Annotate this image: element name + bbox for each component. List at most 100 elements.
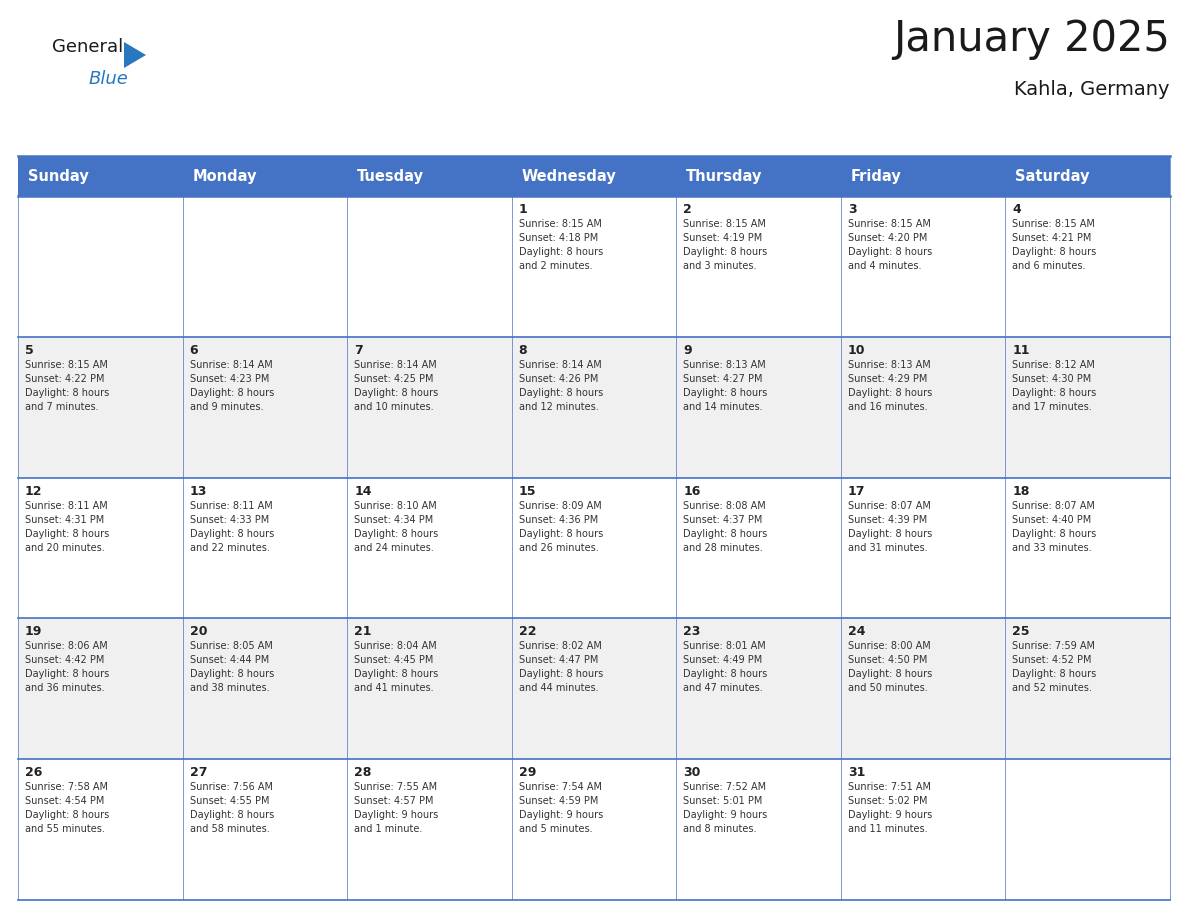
Text: January 2025: January 2025 [893,18,1170,60]
Text: 9: 9 [683,344,691,357]
Text: 11: 11 [1012,344,1030,357]
Bar [183,337,347,477]
Text: Sunrise: 8:07 AM
Sunset: 4:39 PM
Daylight: 8 hours
and 31 minutes.: Sunrise: 8:07 AM Sunset: 4:39 PM Dayligh… [848,500,933,553]
Bar [512,619,676,759]
Bar [347,477,512,619]
Bar [347,337,512,477]
Text: Sunrise: 8:15 AM
Sunset: 4:19 PM
Daylight: 8 hours
and 3 minutes.: Sunrise: 8:15 AM Sunset: 4:19 PM Dayligh… [683,219,767,271]
Bar [841,196,1005,337]
Text: Sunrise: 8:15 AM
Sunset: 4:18 PM
Daylight: 8 hours
and 2 minutes.: Sunrise: 8:15 AM Sunset: 4:18 PM Dayligh… [519,219,604,271]
Bar [1005,156,1170,196]
Polygon shape [124,42,146,68]
Bar [18,337,183,477]
Bar [347,156,512,196]
Text: 12: 12 [25,485,43,498]
Bar [841,759,1005,900]
Text: 20: 20 [190,625,207,638]
Text: Sunrise: 8:15 AM
Sunset: 4:21 PM
Daylight: 8 hours
and 6 minutes.: Sunrise: 8:15 AM Sunset: 4:21 PM Dayligh… [1012,219,1097,271]
Text: Sunrise: 8:07 AM
Sunset: 4:40 PM
Daylight: 8 hours
and 33 minutes.: Sunrise: 8:07 AM Sunset: 4:40 PM Dayligh… [1012,500,1097,553]
Text: Sunrise: 8:06 AM
Sunset: 4:42 PM
Daylight: 8 hours
and 36 minutes.: Sunrise: 8:06 AM Sunset: 4:42 PM Dayligh… [25,642,109,693]
Bar [18,759,183,900]
Text: Sunrise: 7:55 AM
Sunset: 4:57 PM
Daylight: 9 hours
and 1 minute.: Sunrise: 7:55 AM Sunset: 4:57 PM Dayligh… [354,782,438,834]
Text: Saturday: Saturday [1016,169,1089,184]
Bar [676,196,841,337]
Bar [1005,337,1170,477]
Text: 14: 14 [354,485,372,498]
Bar [676,156,841,196]
Text: 22: 22 [519,625,536,638]
Bar [841,337,1005,477]
Text: 4: 4 [1012,203,1022,216]
Text: 3: 3 [848,203,857,216]
Bar [183,619,347,759]
Text: 24: 24 [848,625,865,638]
Bar [676,619,841,759]
Text: Sunrise: 8:12 AM
Sunset: 4:30 PM
Daylight: 8 hours
and 17 minutes.: Sunrise: 8:12 AM Sunset: 4:30 PM Dayligh… [1012,360,1097,412]
Text: Monday: Monday [192,169,257,184]
Text: 6: 6 [190,344,198,357]
Bar [183,196,347,337]
Text: Sunrise: 8:05 AM
Sunset: 4:44 PM
Daylight: 8 hours
and 38 minutes.: Sunrise: 8:05 AM Sunset: 4:44 PM Dayligh… [190,642,273,693]
Text: Friday: Friday [851,169,902,184]
Bar [676,337,841,477]
Bar [183,759,347,900]
Text: Sunday: Sunday [27,169,89,184]
Text: 26: 26 [25,767,43,779]
Text: 30: 30 [683,767,701,779]
Text: Sunrise: 7:52 AM
Sunset: 5:01 PM
Daylight: 9 hours
and 8 minutes.: Sunrise: 7:52 AM Sunset: 5:01 PM Dayligh… [683,782,767,834]
Text: 5: 5 [25,344,33,357]
Text: Sunrise: 8:14 AM
Sunset: 4:23 PM
Daylight: 8 hours
and 9 minutes.: Sunrise: 8:14 AM Sunset: 4:23 PM Dayligh… [190,360,273,412]
Bar [1005,619,1170,759]
Bar [18,156,183,196]
Text: Sunrise: 8:01 AM
Sunset: 4:49 PM
Daylight: 8 hours
and 47 minutes.: Sunrise: 8:01 AM Sunset: 4:49 PM Dayligh… [683,642,767,693]
Bar [512,477,676,619]
Text: Sunrise: 7:54 AM
Sunset: 4:59 PM
Daylight: 9 hours
and 5 minutes.: Sunrise: 7:54 AM Sunset: 4:59 PM Dayligh… [519,782,604,834]
Text: 1: 1 [519,203,527,216]
Bar [1005,759,1170,900]
Text: 8: 8 [519,344,527,357]
Text: Tuesday: Tuesday [358,169,424,184]
Text: 2: 2 [683,203,693,216]
Text: 29: 29 [519,767,536,779]
Text: Kahla, Germany: Kahla, Germany [1015,80,1170,99]
Text: Sunrise: 8:15 AM
Sunset: 4:20 PM
Daylight: 8 hours
and 4 minutes.: Sunrise: 8:15 AM Sunset: 4:20 PM Dayligh… [848,219,933,271]
Text: Sunrise: 8:14 AM
Sunset: 4:26 PM
Daylight: 8 hours
and 12 minutes.: Sunrise: 8:14 AM Sunset: 4:26 PM Dayligh… [519,360,604,412]
Text: Sunrise: 8:10 AM
Sunset: 4:34 PM
Daylight: 8 hours
and 24 minutes.: Sunrise: 8:10 AM Sunset: 4:34 PM Dayligh… [354,500,438,553]
Text: Sunrise: 8:11 AM
Sunset: 4:31 PM
Daylight: 8 hours
and 20 minutes.: Sunrise: 8:11 AM Sunset: 4:31 PM Dayligh… [25,500,109,553]
Bar [347,196,512,337]
Text: 19: 19 [25,625,43,638]
Text: Sunrise: 8:15 AM
Sunset: 4:22 PM
Daylight: 8 hours
and 7 minutes.: Sunrise: 8:15 AM Sunset: 4:22 PM Dayligh… [25,360,109,412]
Text: 7: 7 [354,344,362,357]
Bar [841,477,1005,619]
Text: 13: 13 [190,485,207,498]
Bar [183,156,347,196]
Text: Sunrise: 7:58 AM
Sunset: 4:54 PM
Daylight: 8 hours
and 55 minutes.: Sunrise: 7:58 AM Sunset: 4:54 PM Dayligh… [25,782,109,834]
Bar [841,619,1005,759]
Bar [512,337,676,477]
Text: Sunrise: 8:13 AM
Sunset: 4:27 PM
Daylight: 8 hours
and 14 minutes.: Sunrise: 8:13 AM Sunset: 4:27 PM Dayligh… [683,360,767,412]
Text: 18: 18 [1012,485,1030,498]
Text: 10: 10 [848,344,865,357]
Bar [512,759,676,900]
Text: Thursday: Thursday [687,169,763,184]
Text: 21: 21 [354,625,372,638]
Text: Sunrise: 8:09 AM
Sunset: 4:36 PM
Daylight: 8 hours
and 26 minutes.: Sunrise: 8:09 AM Sunset: 4:36 PM Dayligh… [519,500,604,553]
Text: Sunrise: 7:56 AM
Sunset: 4:55 PM
Daylight: 8 hours
and 58 minutes.: Sunrise: 7:56 AM Sunset: 4:55 PM Dayligh… [190,782,273,834]
Bar [347,619,512,759]
Text: General: General [52,38,124,56]
Bar [347,759,512,900]
Text: Sunrise: 7:59 AM
Sunset: 4:52 PM
Daylight: 8 hours
and 52 minutes.: Sunrise: 7:59 AM Sunset: 4:52 PM Dayligh… [1012,642,1097,693]
Text: Sunrise: 7:51 AM
Sunset: 5:02 PM
Daylight: 9 hours
and 11 minutes.: Sunrise: 7:51 AM Sunset: 5:02 PM Dayligh… [848,782,933,834]
Text: 23: 23 [683,625,701,638]
Bar [512,196,676,337]
Text: 28: 28 [354,767,372,779]
Text: 17: 17 [848,485,865,498]
Text: Blue: Blue [89,70,128,88]
Bar [18,477,183,619]
Text: Sunrise: 8:02 AM
Sunset: 4:47 PM
Daylight: 8 hours
and 44 minutes.: Sunrise: 8:02 AM Sunset: 4:47 PM Dayligh… [519,642,604,693]
Bar [841,156,1005,196]
Text: Sunrise: 8:08 AM
Sunset: 4:37 PM
Daylight: 8 hours
and 28 minutes.: Sunrise: 8:08 AM Sunset: 4:37 PM Dayligh… [683,500,767,553]
Text: Sunrise: 8:13 AM
Sunset: 4:29 PM
Daylight: 8 hours
and 16 minutes.: Sunrise: 8:13 AM Sunset: 4:29 PM Dayligh… [848,360,933,412]
Text: 16: 16 [683,485,701,498]
Text: 27: 27 [190,767,207,779]
